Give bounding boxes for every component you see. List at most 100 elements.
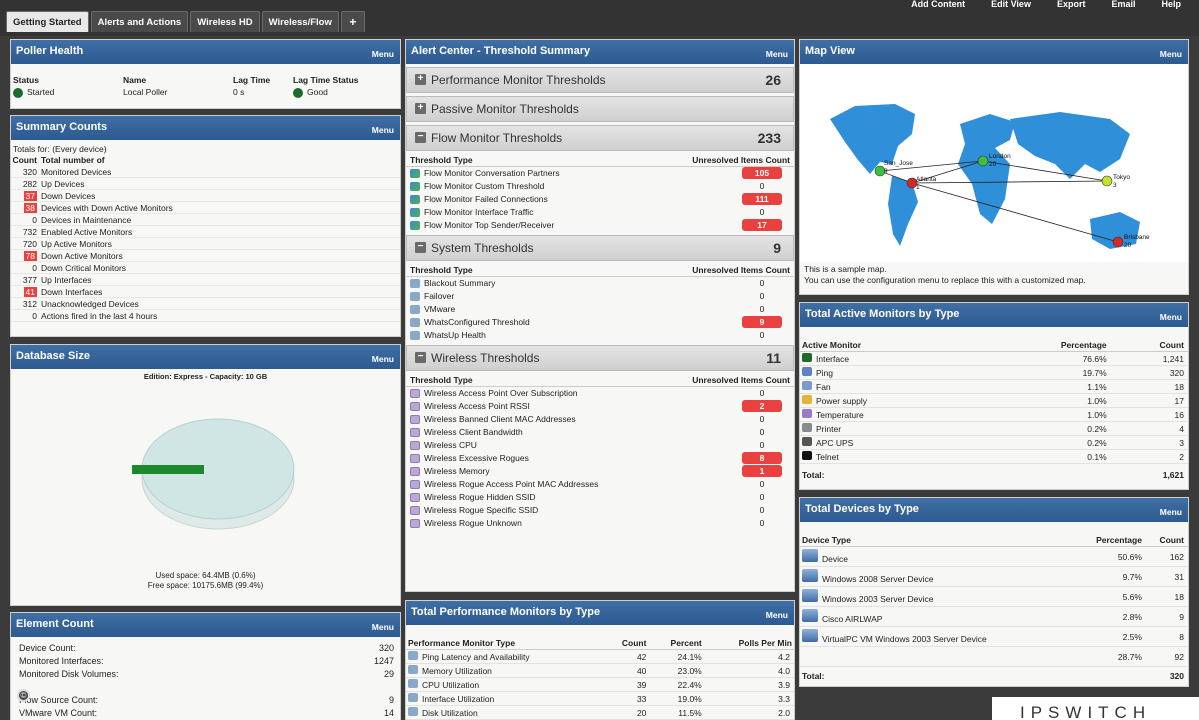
list-item[interactable]: 0 Down Critical Monitors: [11, 262, 400, 274]
panel-menu-button[interactable]: Menu: [1159, 49, 1182, 59]
section-title: System Thresholds: [431, 241, 534, 255]
table-row[interactable]: Fan 1.1% 18: [800, 379, 1188, 394]
list-item[interactable]: 0 Actions fired in the last 4 hours: [11, 310, 400, 322]
threshold-row[interactable]: Failover 0: [406, 290, 794, 303]
accessibility-icon[interactable]: ©: [17, 689, 30, 702]
threshold-section-header[interactable]: − Flow Monitor Thresholds 233: [406, 125, 794, 151]
panel-menu-button[interactable]: Menu: [1159, 507, 1182, 517]
panel-menu-button[interactable]: Menu: [371, 622, 394, 632]
expand-icon[interactable]: +: [415, 103, 426, 114]
list-item[interactable]: 282 Up Devices: [11, 178, 400, 190]
list-item[interactable]: 78 Down Active Monitors: [11, 250, 400, 262]
threshold-row[interactable]: Flow Monitor Custom Threshold 0: [406, 180, 794, 193]
threshold-row[interactable]: Wireless Rogue Access Point MAC Addresse…: [406, 478, 794, 491]
threshold-row[interactable]: VMware 0: [406, 303, 794, 316]
table-row[interactable]: Ping 19.7% 320: [800, 365, 1188, 380]
tab-wireless-flow[interactable]: Wireless/Flow: [261, 11, 339, 32]
table-row[interactable]: Printer 0.2% 4: [800, 421, 1188, 436]
table-row[interactable]: Windows 2008 Server Device 9.7% 31: [800, 566, 1188, 587]
export-link[interactable]: Export: [1056, 0, 1086, 9]
monitor-count: 39: [603, 677, 649, 692]
threshold-section-header[interactable]: + Performance Monitor Thresholds 26: [406, 67, 794, 93]
threshold-row[interactable]: WhatsUp Health 0: [406, 329, 794, 342]
threshold-row[interactable]: Wireless Memory 1: [406, 465, 794, 478]
threshold-count: 8: [742, 452, 782, 464]
tab-alerts-and-actions[interactable]: Alerts and Actions: [90, 11, 189, 32]
threshold-row[interactable]: Flow Monitor Top Sender/Receiver 17: [406, 219, 794, 232]
threshold-section-header[interactable]: + Passive Monitor Thresholds: [406, 96, 794, 122]
collapse-icon[interactable]: −: [415, 242, 426, 253]
map-node-icon[interactable]: [977, 155, 989, 167]
threshold-row[interactable]: Wireless CPU 0: [406, 439, 794, 452]
tab-getting-started[interactable]: Getting Started: [6, 11, 89, 32]
tab-wireless-hd[interactable]: Wireless HD: [190, 11, 260, 32]
threshold-row[interactable]: Wireless Rogue Hidden SSID 0: [406, 491, 794, 504]
table-row[interactable]: Telnet 0.1% 2: [800, 449, 1188, 464]
table-row[interactable]: Temperature 1.0% 16: [800, 407, 1188, 422]
threshold-row[interactable]: Wireless Access Point Over Subscription 0: [406, 387, 794, 400]
device-count: 162: [1143, 546, 1188, 567]
threshold-section-header[interactable]: − Wireless Thresholds 11: [406, 345, 794, 371]
table-row[interactable]: VirtualPC VM Windows 2003 Server Device 2…: [800, 626, 1188, 647]
list-item[interactable]: 38 Devices with Down Active Monitors: [11, 202, 400, 214]
edit-view-link[interactable]: Edit View: [991, 0, 1031, 9]
monitor-percentage: 0.2%: [979, 421, 1109, 436]
expand-icon[interactable]: +: [415, 74, 426, 85]
table-row[interactable]: Cisco AIRLWAP 2.8% 9: [800, 606, 1188, 627]
panel-menu-button[interactable]: Menu: [765, 49, 788, 59]
map-node-icon[interactable]: [874, 165, 886, 177]
table-row[interactable]: CPU Utilization 39 22.4% 3.9: [406, 677, 794, 692]
panel-menu-button[interactable]: Menu: [371, 354, 394, 364]
threshold-row[interactable]: Wireless Rogue Specific SSID 0: [406, 504, 794, 517]
map-node-icon[interactable]: [906, 177, 918, 189]
table-row[interactable]: Memory Utilization 40 23.0% 4.0: [406, 663, 794, 678]
add-content-link[interactable]: Add Content: [911, 0, 966, 9]
poller-name[interactable]: Local Poller: [123, 87, 168, 98]
add-tab-button[interactable]: +: [340, 11, 365, 32]
table-row[interactable]: Interface 76.6% 1,241: [800, 351, 1188, 366]
threshold-count-cell: 0: [742, 206, 782, 219]
table-row[interactable]: 28.7% 92: [800, 646, 1188, 667]
table-row[interactable]: Interface Utilization 33 19.0% 3.3: [406, 691, 794, 706]
count-value: 0: [32, 215, 37, 225]
list-item[interactable]: 377 Up Interfaces: [11, 274, 400, 286]
count-cell: 0: [11, 262, 41, 273]
threshold-row[interactable]: Wireless Rogue Unknown 0: [406, 517, 794, 530]
table-row[interactable]: Windows 2003 Server Device 5.6% 18: [800, 586, 1188, 607]
count-label: Enabled Active Monitors: [41, 227, 133, 237]
table-row[interactable]: Power supply 1.0% 17: [800, 393, 1188, 408]
panel-menu-button[interactable]: Menu: [1159, 312, 1182, 322]
map-node-icon[interactable]: [1101, 175, 1113, 187]
collapse-icon[interactable]: −: [415, 352, 426, 363]
list-item[interactable]: 37 Down Devices: [11, 190, 400, 202]
threshold-row[interactable]: Flow Monitor Interface Traffic 0: [406, 206, 794, 219]
threshold-row[interactable]: Wireless Banned Client MAC Addresses 0: [406, 413, 794, 426]
threshold-row[interactable]: Flow Monitor Conversation Partners 105: [406, 167, 794, 180]
map-node-icon[interactable]: [1112, 236, 1124, 248]
threshold-row[interactable]: Wireless Client Bandwidth 0: [406, 426, 794, 439]
list-item[interactable]: 0 Devices in Maintenance: [11, 214, 400, 226]
table-row[interactable]: Disk Utilization 20 11.5% 2.0: [406, 705, 794, 720]
list-item[interactable]: 720 Up Active Monitors: [11, 238, 400, 250]
email-link[interactable]: Email: [1111, 0, 1136, 9]
threshold-row[interactable]: WhatsConfigured Threshold 9: [406, 316, 794, 329]
list-item: [19, 682, 394, 695]
help-link[interactable]: Help: [1161, 0, 1181, 9]
panel-menu-button[interactable]: Menu: [765, 610, 788, 620]
table-row[interactable]: Device 50.6% 162: [800, 546, 1188, 567]
threshold-row[interactable]: Wireless Excessive Rogues 8: [406, 452, 794, 465]
monitor-type-icon: [802, 451, 812, 460]
panel-menu-button[interactable]: Menu: [371, 49, 394, 59]
list-item[interactable]: 732 Enabled Active Monitors: [11, 226, 400, 238]
list-item[interactable]: 320 Monitored Devices: [11, 166, 400, 178]
list-item[interactable]: 41 Down Interfaces: [11, 286, 400, 298]
table-row[interactable]: Ping Latency and Availability 42 24.1% 4.2: [406, 649, 794, 664]
list-item[interactable]: 312 Unacknowledged Devices: [11, 298, 400, 310]
panel-menu-button[interactable]: Menu: [371, 125, 394, 135]
threshold-row[interactable]: Flow Monitor Failed Connections 111: [406, 193, 794, 206]
threshold-row[interactable]: Wireless Access Point RSSI 2: [406, 400, 794, 413]
table-row[interactable]: APC UPS 0.2% 3: [800, 435, 1188, 450]
collapse-icon[interactable]: −: [415, 132, 426, 143]
threshold-row[interactable]: Blackout Summary 0: [406, 277, 794, 290]
threshold-section-header[interactable]: − System Thresholds 9: [406, 235, 794, 261]
